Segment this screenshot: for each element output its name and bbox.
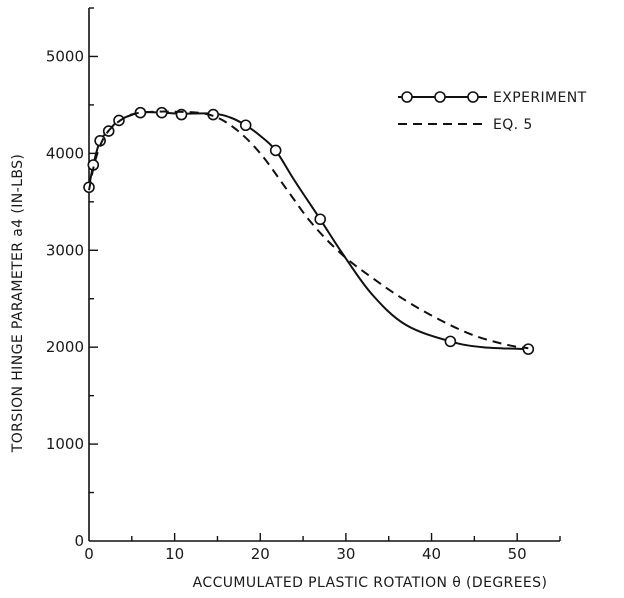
x-tick-label: 10 [165, 545, 184, 563]
axes [88, 8, 560, 542]
experiment-data-point [444, 335, 457, 348]
series [83, 106, 535, 355]
experiment-data-point [155, 106, 168, 119]
y-tick-label: 3000 [46, 241, 84, 259]
y-tick-label: 2000 [46, 338, 84, 356]
legend-experiment-marker [434, 91, 446, 103]
eq5-dashed-line [88, 110, 529, 350]
legend: EXPERIMENT EQ. 5 [398, 90, 587, 133]
x-tick-label: 0 [84, 545, 94, 563]
y-axis-label: TORSION HINGE PARAMETER a4 (IN-LBS) [10, 154, 26, 453]
y-tick-label: 0 [74, 532, 84, 550]
experiment-data-point [239, 119, 252, 132]
x-axis-label: ACCUMULATED PLASTIC ROTATION θ (DEGREES) [193, 575, 548, 591]
experiment-data-point [314, 213, 327, 226]
x-tick-label: 20 [251, 545, 270, 563]
y-tick-label: 1000 [46, 435, 84, 453]
experiment-line [88, 111, 529, 351]
experiment-data-point [522, 343, 535, 355]
legend-experiment-marker [401, 91, 413, 103]
legend-experiment-marker [467, 91, 479, 103]
x-tick-label: 40 [422, 545, 441, 563]
experiment-data-point [269, 144, 282, 157]
legend-experiment-label: EXPERIMENT [493, 90, 587, 106]
x-ticks: 0 10 20 30 40 50 [84, 533, 561, 563]
y-tick-label: 5000 [46, 47, 84, 65]
x-tick-label: 50 [508, 545, 527, 563]
legend-eq5-label: EQ. 5 [493, 117, 533, 133]
y-ticks: 0 1000 2000 3000 4000 5000 [46, 7, 98, 550]
y-tick-label: 4000 [46, 144, 84, 162]
x-tick-label: 30 [336, 545, 355, 563]
